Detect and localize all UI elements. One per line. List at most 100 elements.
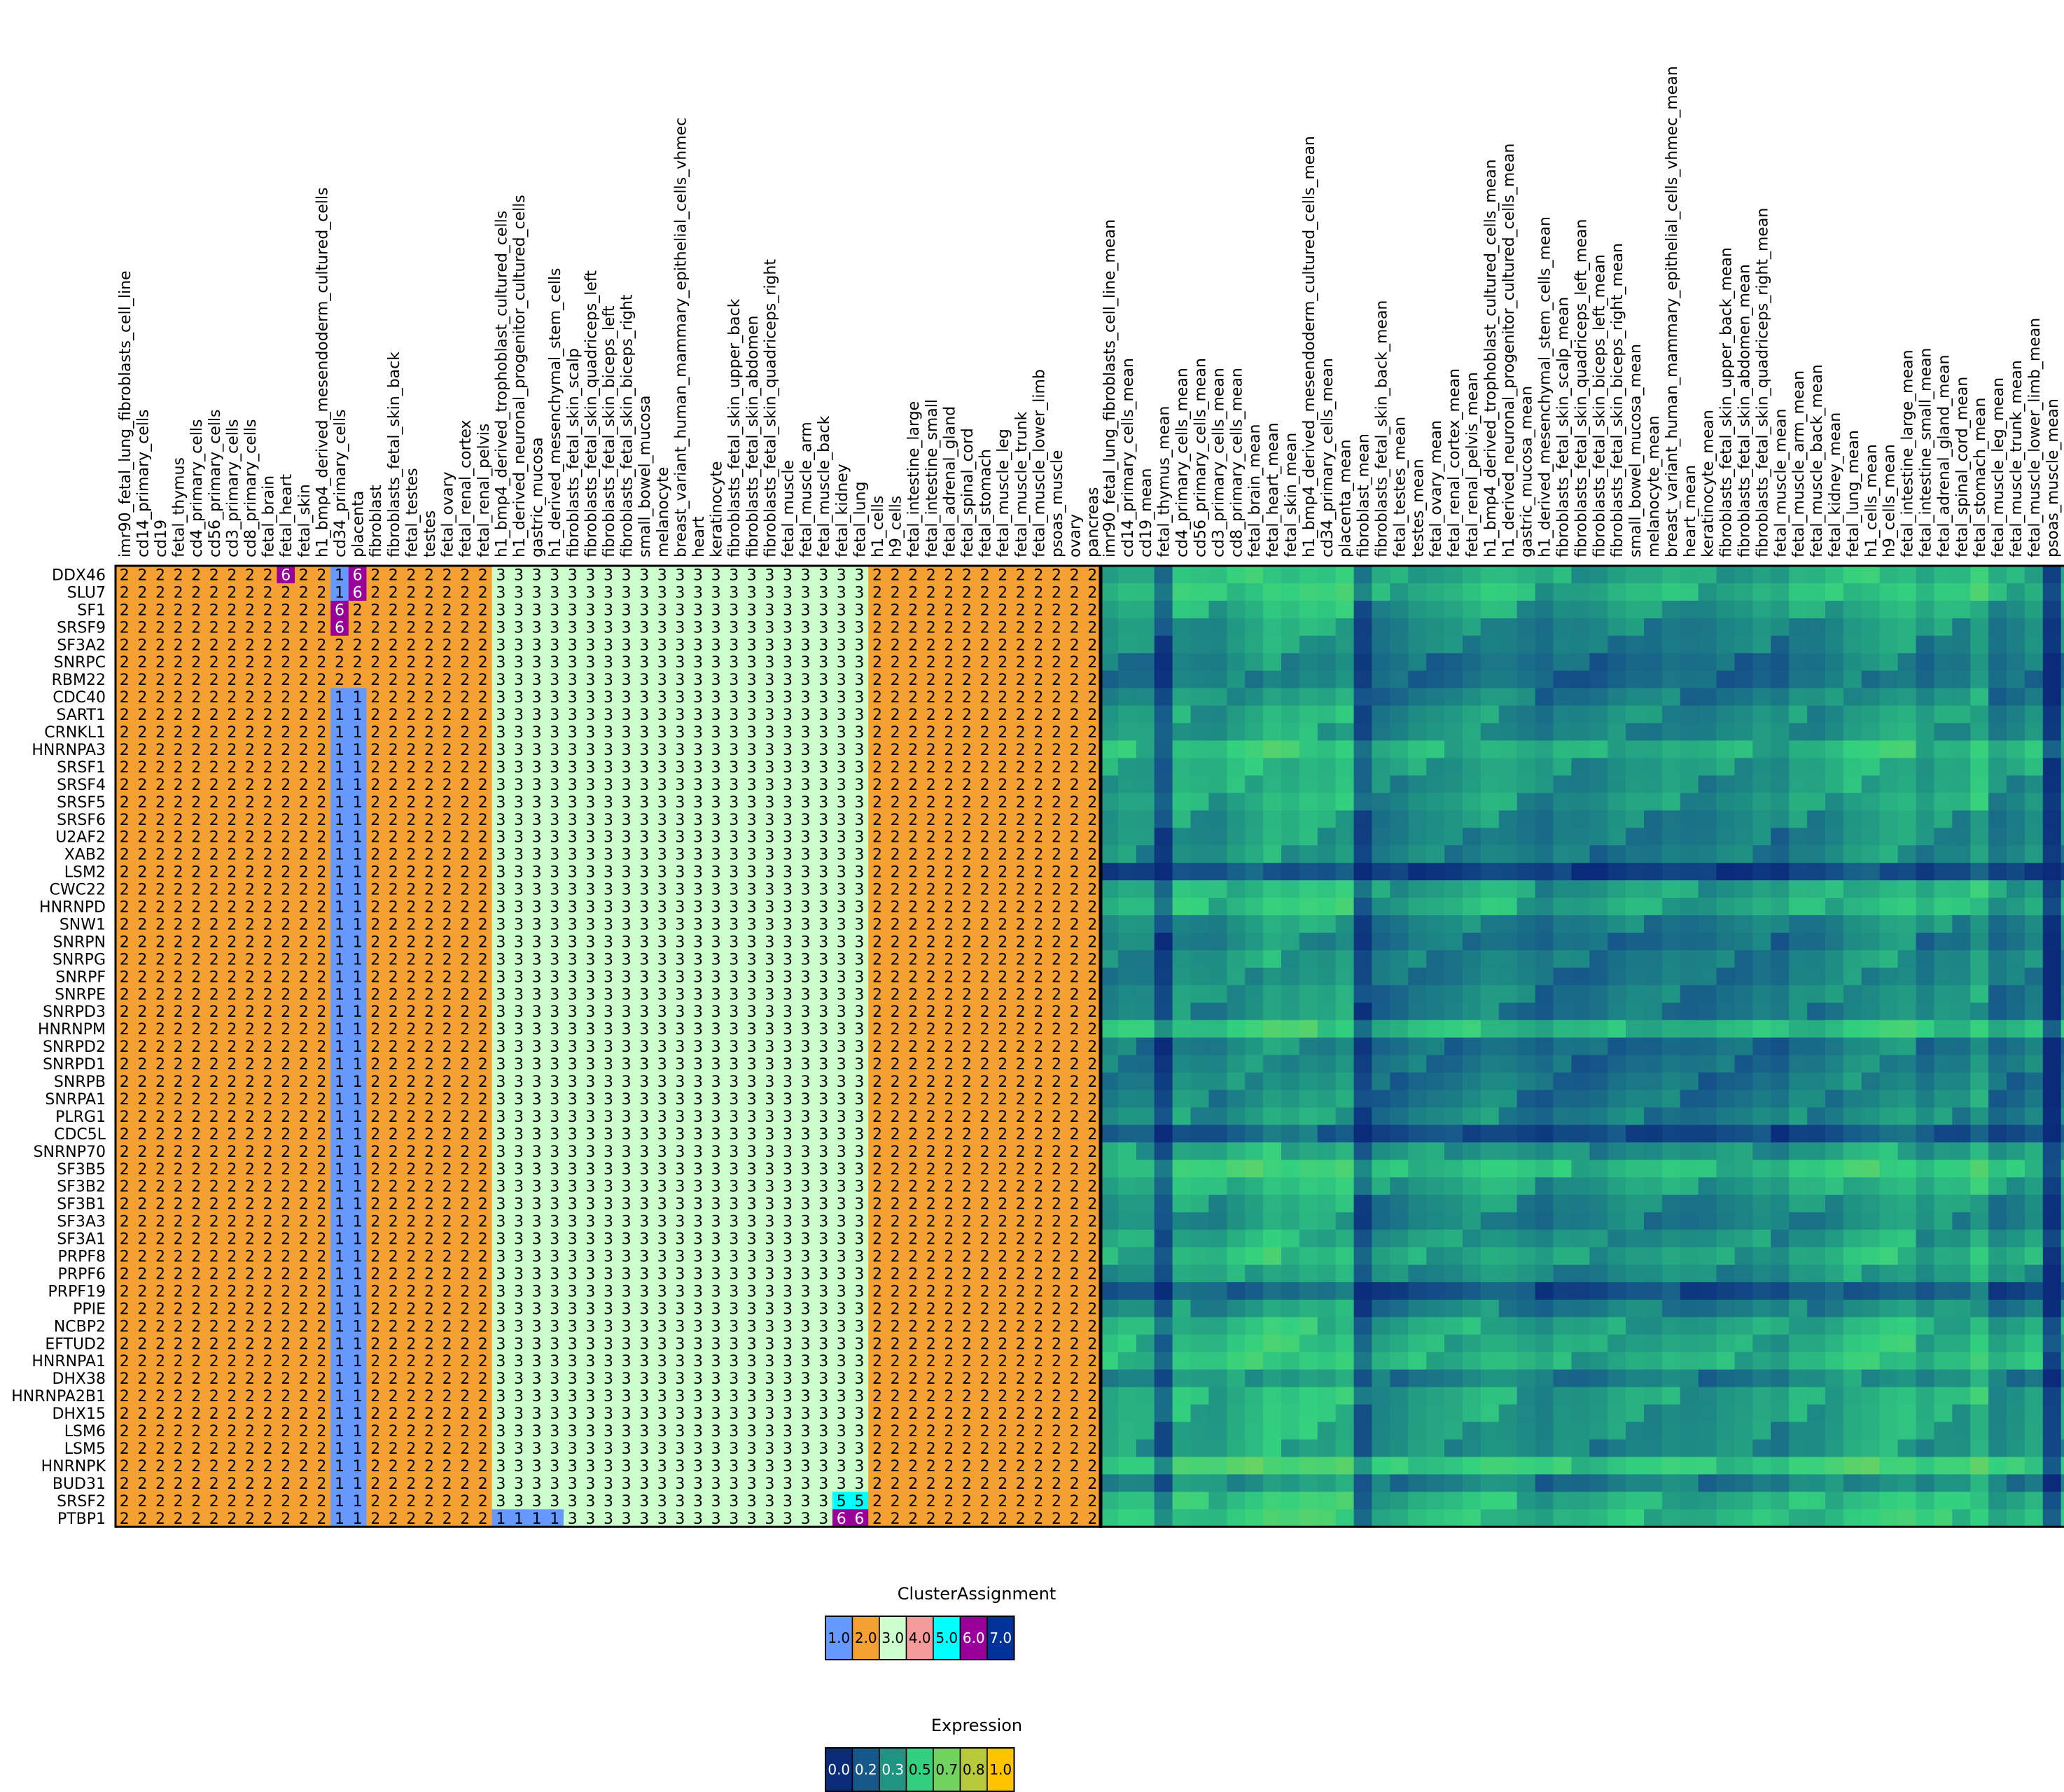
- cluster-cell-label: 3: [514, 933, 524, 951]
- cluster-cell-label: 2: [227, 672, 237, 689]
- cluster-cell-label: 2: [120, 672, 130, 689]
- cluster-cell-label: 2: [424, 689, 434, 707]
- cluster-cell-label: 3: [568, 1161, 578, 1179]
- cluster-cell-label: 3: [622, 672, 632, 689]
- cluster-cell-label: 2: [281, 1056, 291, 1074]
- cluster-cell-label: 3: [765, 899, 774, 917]
- cluster-cell-label: 2: [299, 1249, 309, 1266]
- row-label: PRPF19: [48, 1283, 106, 1300]
- cluster-cell-label: 3: [622, 724, 632, 742]
- cluster-cell-label: 2: [980, 584, 990, 602]
- cluster-cell-label: 3: [837, 899, 846, 917]
- row-label: SRSF4: [57, 777, 106, 794]
- cluster-cell-label: 3: [711, 1283, 721, 1300]
- cluster-cell-label: 2: [478, 1091, 488, 1109]
- cluster-cell-label: 3: [765, 654, 774, 672]
- cluster-cell-label: 2: [406, 794, 416, 812]
- cluster-cell-label: 3: [693, 829, 703, 847]
- cluster-cell-label: 2: [209, 1265, 219, 1283]
- cluster-cell-label: 2: [460, 986, 470, 1003]
- cluster-cell-label: 2: [299, 1091, 309, 1109]
- cluster-cell-label: 2: [263, 654, 273, 672]
- expression-column-label: ovary_mean: [2063, 463, 2064, 557]
- cluster-cell: [491, 566, 510, 584]
- cluster-cell-label: 2: [137, 1231, 147, 1249]
- cluster-cell: [868, 566, 887, 584]
- cluster-cell-label: 2: [299, 637, 309, 654]
- cluster-cell-label: 2: [191, 951, 201, 968]
- cluster-cell-label: 2: [478, 742, 488, 759]
- cluster-cell-label: 3: [837, 1231, 846, 1249]
- cluster-cell-label: 2: [353, 619, 363, 637]
- cluster-cell-label: 3: [783, 794, 793, 812]
- cluster-cell-label: 2: [926, 567, 936, 584]
- cluster-cell-label: 2: [944, 654, 954, 672]
- cluster-cell-label: 2: [209, 707, 219, 724]
- cluster-cell-label: 2: [1033, 759, 1043, 777]
- cluster-cell-label: 1: [353, 1283, 363, 1300]
- cluster-cell-label: 3: [657, 794, 667, 812]
- cluster-cell-label: 3: [837, 567, 846, 584]
- cluster-cell-label: 2: [174, 899, 183, 917]
- cluster-cell-label: 2: [1016, 1091, 1026, 1109]
- cluster-cell-label: 2: [174, 654, 183, 672]
- cluster-cell-label: 3: [711, 584, 721, 602]
- cluster-cell-label: 2: [1033, 968, 1043, 986]
- cluster-cell-label: 2: [424, 1196, 434, 1214]
- cluster-cell: [295, 583, 314, 602]
- cluster-cell-label: 2: [1033, 1039, 1043, 1056]
- cluster-cell-label: 1: [353, 1265, 363, 1283]
- cluster-cell: [796, 600, 815, 619]
- expression-column-label: h1_bmp4_derived_mesendoderm_cultured_cel…: [1301, 136, 1318, 557]
- cluster-cell-label: 1: [335, 724, 344, 742]
- cluster-cell-label: 3: [604, 1300, 613, 1318]
- cluster-cell-label: 3: [693, 1283, 703, 1300]
- cluster-cell: [527, 618, 546, 637]
- cluster-cell-label: 2: [442, 1283, 452, 1300]
- cluster-cell-label: 3: [532, 1074, 542, 1091]
- cluster-cell-label: 2: [1016, 707, 1026, 724]
- cluster-cell-label: 3: [496, 1283, 505, 1300]
- cluster-cell-label: 2: [406, 847, 416, 864]
- cluster-cell-label: 1: [335, 1074, 344, 1091]
- cluster-cell-label: 3: [550, 1179, 559, 1196]
- cluster-cell-label: 2: [406, 602, 416, 619]
- cluster-cell-label: 2: [1070, 724, 1080, 742]
- cluster-cell-label: 2: [872, 986, 882, 1003]
- cluster-cell-label: 3: [604, 1283, 613, 1300]
- cluster-cell-label: 2: [1070, 1300, 1080, 1318]
- cluster-cell-label: 2: [120, 933, 130, 951]
- cluster-cell-label: 2: [191, 882, 201, 899]
- cluster-cell-label: 3: [675, 951, 685, 968]
- cluster-cell-label: 2: [872, 1231, 882, 1249]
- cluster-cell-label: 3: [514, 864, 524, 882]
- cluster-cell: [617, 618, 636, 637]
- cluster-cell-label: 1: [353, 1003, 363, 1021]
- cluster-cell-label: 2: [1052, 777, 1061, 794]
- cluster-cell: [312, 600, 331, 619]
- row-label: HNRNPD: [39, 899, 106, 917]
- cluster-cell-label: 2: [1052, 899, 1061, 917]
- cluster-cell-label: 2: [120, 584, 130, 602]
- cluster-cell-label: 2: [389, 742, 398, 759]
- cluster-cell-label: 3: [585, 742, 595, 759]
- cluster-cell: [1047, 583, 1066, 602]
- cluster-cell-label: 2: [155, 759, 165, 777]
- cluster-cell-label: 2: [209, 1214, 219, 1231]
- cluster-cell-label: 3: [747, 1074, 757, 1091]
- cluster-cell-label: 2: [980, 1144, 990, 1161]
- cluster-cell-label: 3: [747, 567, 757, 584]
- cluster-cell-label: 3: [568, 742, 578, 759]
- cluster-cell-label: 2: [299, 689, 309, 707]
- row-label: CRNKL1: [44, 724, 106, 742]
- cluster-cell-label: 2: [891, 1318, 900, 1335]
- cluster-cell-label: 2: [1052, 1265, 1061, 1283]
- cluster-cell: [671, 583, 690, 602]
- cluster-cell-label: 3: [765, 1283, 774, 1300]
- cluster-cell-label: 1: [353, 1109, 363, 1126]
- cluster-cell-label: 2: [174, 777, 183, 794]
- cluster-cell-label: 2: [1016, 672, 1026, 689]
- cluster-cell-label: 3: [783, 899, 793, 917]
- cluster-cell-label: 2: [1070, 777, 1080, 794]
- cluster-cell-label: 2: [908, 1265, 918, 1283]
